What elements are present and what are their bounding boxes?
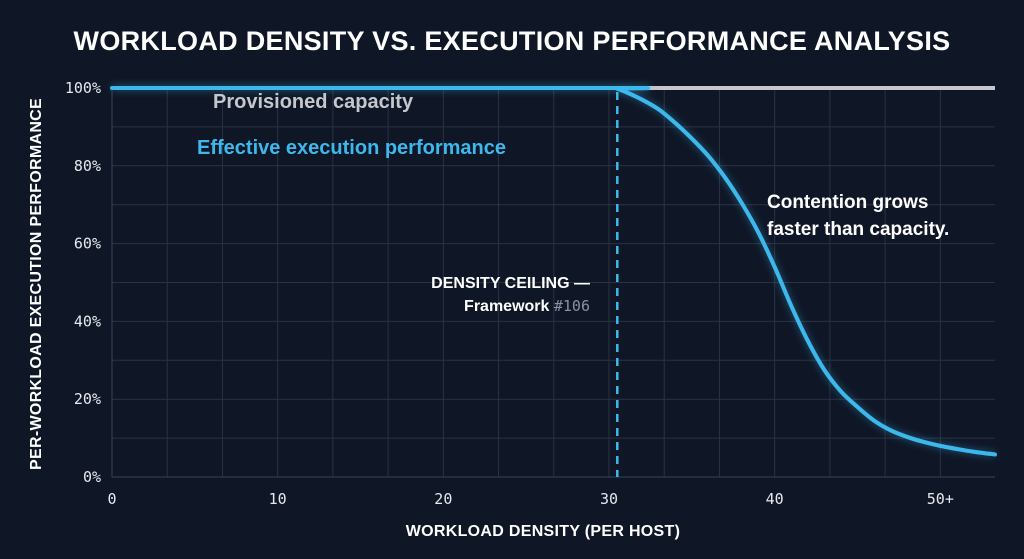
x-tick-labels: 0 10 20 30 40 50+ bbox=[107, 490, 953, 508]
y-tick-label: 80% bbox=[74, 157, 101, 175]
contention-annotation-line1: Contention grows bbox=[767, 192, 928, 213]
x-tick-label: 0 bbox=[107, 490, 116, 508]
series-layer bbox=[110, 85, 997, 457]
y-tick-label: 60% bbox=[74, 235, 101, 253]
density-ceiling-framework-number: #106 bbox=[554, 297, 590, 315]
provisioned-capacity-label: Provisioned capacity bbox=[213, 91, 414, 113]
contention-annotation-line2: faster than capacity. bbox=[767, 219, 949, 240]
density-ceiling-framework: Framework #106 bbox=[464, 297, 590, 315]
x-tick-label: 50+ bbox=[927, 490, 954, 508]
effective-performance-label: Effective execution performance bbox=[197, 137, 506, 159]
y-axis-label: PER-WORKLOAD EXECUTION PERFORMANCE bbox=[28, 98, 45, 470]
x-tick-label: 10 bbox=[269, 490, 287, 508]
grid bbox=[111, 87, 995, 478]
x-axis-label: WORKLOAD DENSITY (PER HOST) bbox=[406, 523, 680, 540]
chart-title: WORKLOAD DENSITY VS. EXECUTION PERFORMAN… bbox=[74, 26, 951, 56]
x-tick-label: 30 bbox=[600, 490, 618, 508]
y-tick-labels: 0% 20% 40% 60% 80% 100% bbox=[65, 79, 101, 486]
density-ceiling-framework-word: Framework bbox=[464, 298, 549, 315]
density-ceiling-label: DENSITY CEILING — bbox=[431, 275, 590, 292]
y-tick-label: 0% bbox=[83, 468, 101, 486]
x-tick-label: 20 bbox=[434, 490, 452, 508]
y-tick-label: 100% bbox=[65, 79, 101, 97]
y-tick-label: 20% bbox=[74, 390, 101, 408]
effective-performance-line bbox=[110, 85, 997, 457]
y-tick-label: 40% bbox=[74, 312, 101, 330]
x-tick-label: 40 bbox=[766, 490, 784, 508]
